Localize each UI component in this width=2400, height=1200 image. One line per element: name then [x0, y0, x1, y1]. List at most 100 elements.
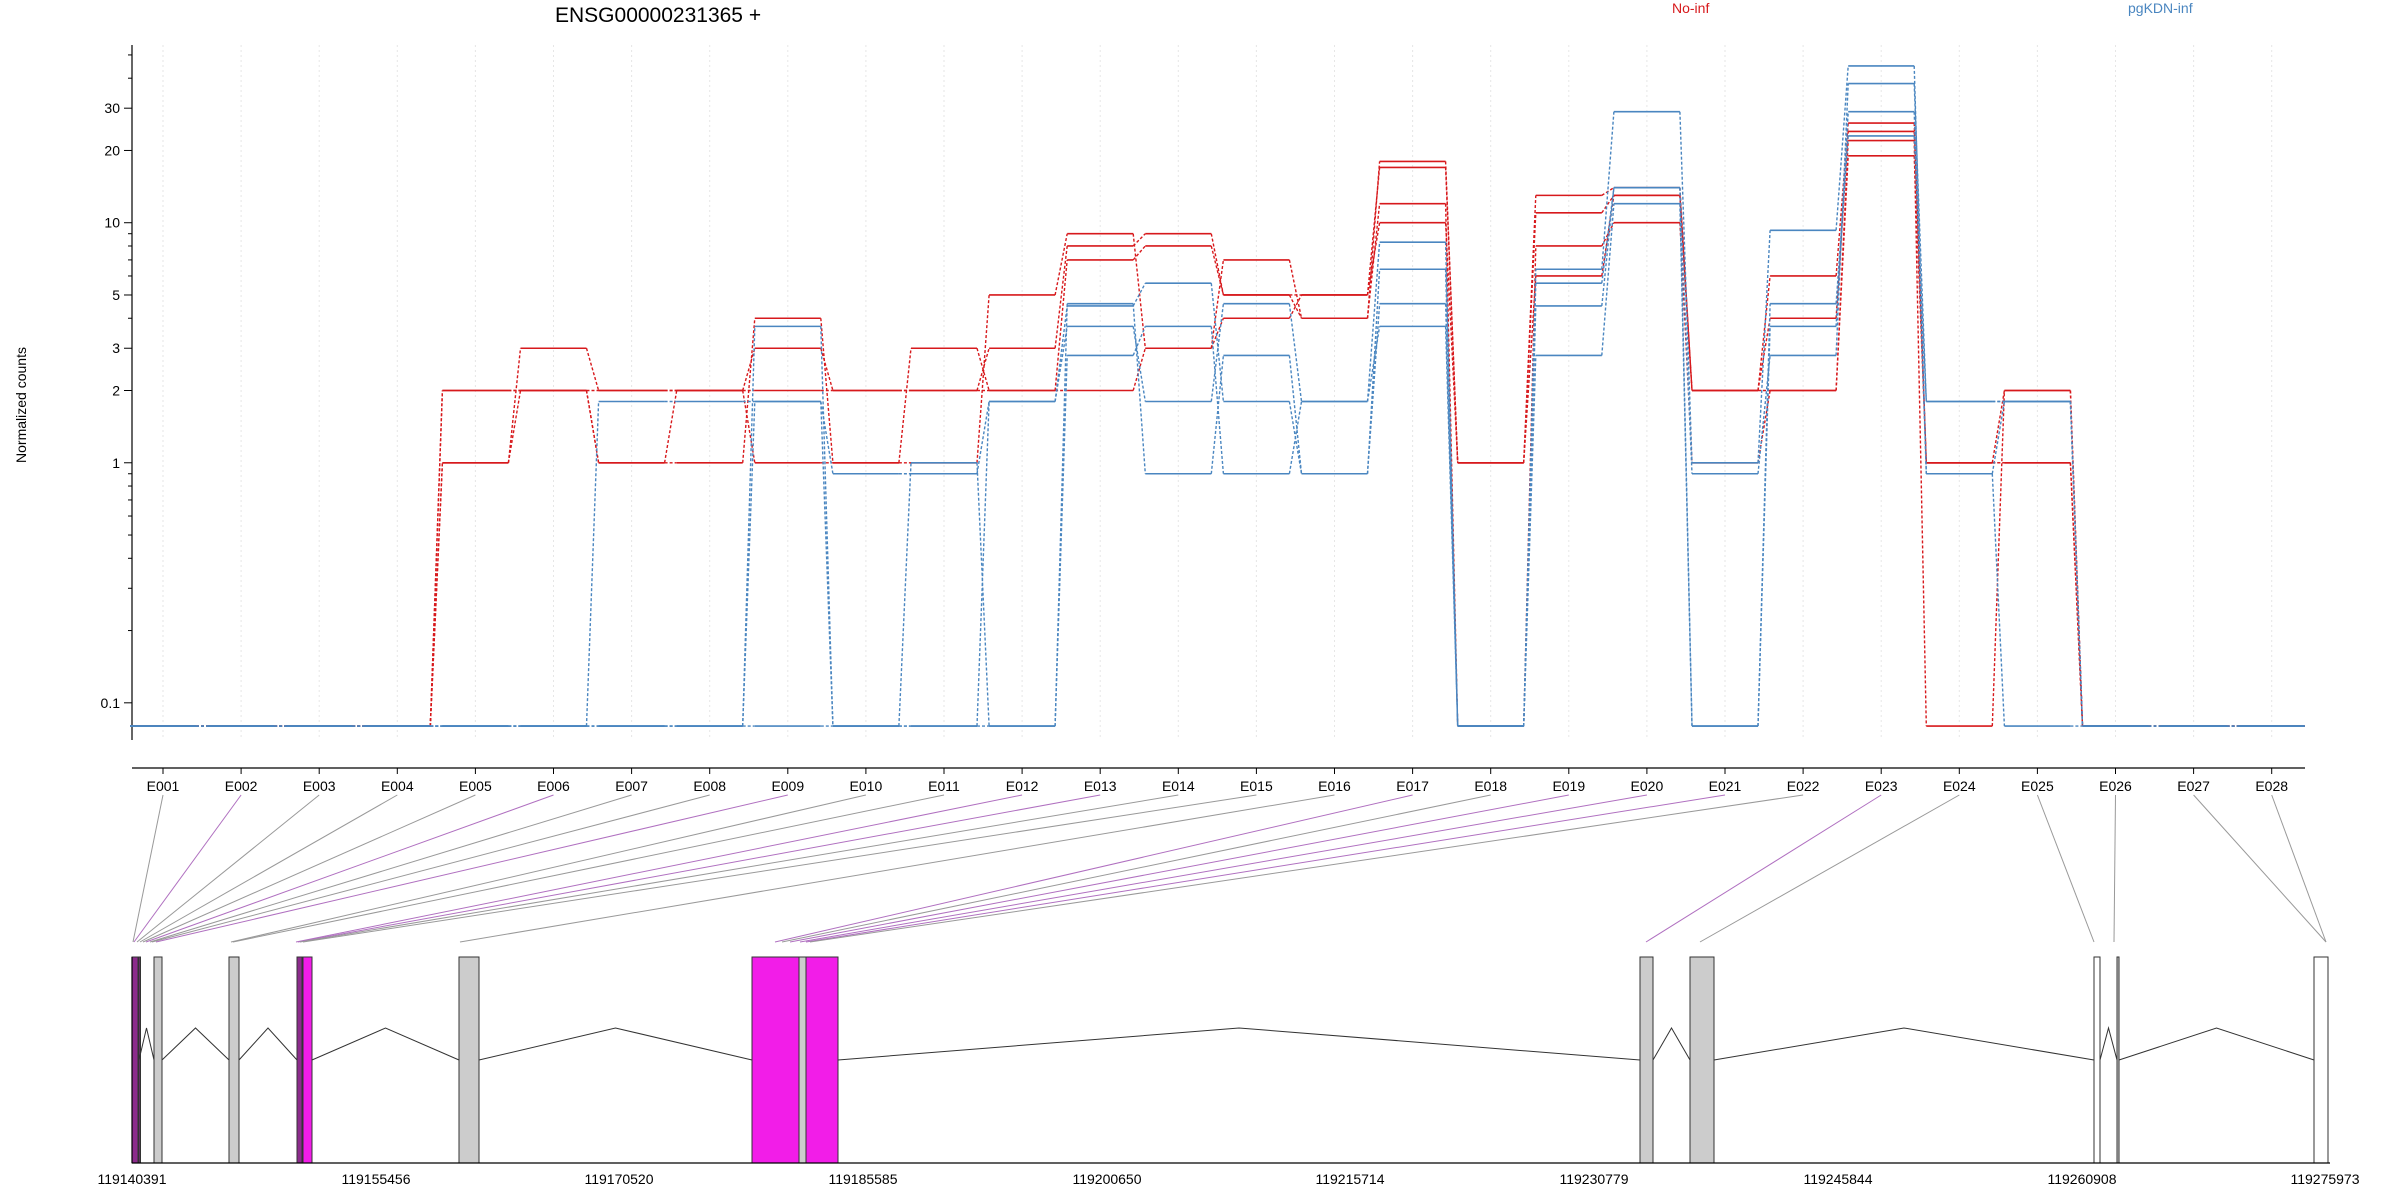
intron-line [138, 1027, 155, 1061]
intron-line [1713, 1027, 2095, 1061]
exon-block [458, 956, 480, 1164]
intron-line [238, 1027, 298, 1061]
series-transition [898, 348, 912, 463]
connector-e020 [799, 794, 1647, 943]
series-transition [1054, 245, 1068, 349]
series-transition [1991, 401, 2006, 474]
exon-block [798, 956, 807, 1164]
series-transition [1132, 233, 1146, 349]
x-tick-label-e027: E027 [2177, 778, 2210, 794]
connector-e015 [302, 794, 1257, 943]
series-transition [1288, 303, 1303, 402]
x-tick-label-e015: E015 [1240, 778, 1273, 794]
exon-block [302, 956, 313, 1164]
x-tick-label-e013: E013 [1084, 778, 1117, 794]
series-transition [1366, 222, 1381, 296]
connector-e023 [1645, 794, 1882, 943]
series-transition [1288, 259, 1303, 319]
x-tick-label-e017: E017 [1396, 778, 1429, 794]
series-layer [130, 65, 2305, 727]
y-tick-label: 30 [104, 100, 120, 116]
series-transition [1757, 318, 1771, 391]
series-transition [976, 348, 990, 391]
x-tick-label-e008: E008 [693, 778, 726, 794]
series-transition [1132, 303, 1146, 474]
legend-no-inf: No-inf [1672, 0, 1709, 16]
series-transition [1210, 233, 1225, 296]
x-tick-label-e026: E026 [2099, 778, 2132, 794]
series-transition [1757, 230, 1771, 463]
series-transition [1523, 275, 1537, 463]
intron-line [311, 1027, 460, 1061]
series-no-inf-0 [130, 122, 2305, 727]
series-transition [1054, 233, 1068, 296]
series-transition [1757, 303, 1771, 727]
x-tick-label-e020: E020 [1631, 778, 1664, 794]
series-transition [1835, 65, 1849, 231]
series-transition [1366, 269, 1381, 474]
intron-line [1652, 1027, 1691, 1061]
connector-e002 [133, 794, 242, 943]
series-transition [429, 390, 444, 727]
genome-coordinate-label: 119215714 [1315, 1171, 1384, 1187]
genome-coordinate-label: 119140391 [97, 1171, 166, 1187]
x-tick-label-e002: E002 [225, 778, 258, 794]
y-tick-label: 2 [112, 383, 120, 399]
genome-coordinate-label: 119230779 [1559, 1171, 1628, 1187]
series-transition [507, 348, 522, 463]
y-tick-label: 0.1 [101, 695, 121, 711]
genome-coordinate-label: 119185585 [828, 1171, 897, 1187]
connector-e009 [155, 794, 788, 943]
x-tick-label-e014: E014 [1162, 778, 1195, 794]
series-transition [1601, 203, 1615, 356]
exon-block [805, 956, 839, 1164]
connector-e019 [789, 794, 1569, 943]
series-transition [1913, 123, 1927, 463]
y-tick-label: 10 [104, 215, 120, 231]
series-transition [1366, 326, 1381, 402]
connector-e013 [297, 794, 1101, 943]
series-transition [1444, 222, 1459, 463]
series-transition [429, 462, 444, 727]
y-axis-label: Normalized counts [13, 347, 29, 463]
x-tick-label-e019: E019 [1552, 778, 1585, 794]
series-transition [1991, 473, 2006, 727]
genome-coordinate-label: 119155456 [341, 1171, 410, 1187]
x-tick-label-e023: E023 [1865, 778, 1898, 794]
exon-block [2093, 956, 2101, 1164]
intron-line [161, 1027, 230, 1061]
series-transition [1757, 390, 1771, 463]
series-pgkdn-inf-5 [130, 65, 2305, 727]
series-transition [1601, 187, 1615, 284]
connector-e027 [2193, 794, 2327, 943]
x-tick-label-e022: E022 [1787, 778, 1820, 794]
exon-block [2116, 956, 2120, 1164]
x-tick-label-e010: E010 [850, 778, 883, 794]
series-transition [2069, 462, 2084, 727]
x-tick-label-e024: E024 [1943, 778, 1976, 794]
series-pgkdn-inf-7 [130, 135, 2305, 727]
series-transition [976, 401, 990, 727]
series-transition [1679, 187, 1693, 474]
exon-block [131, 956, 139, 1164]
series-transition [1054, 259, 1068, 391]
exon-block [153, 956, 163, 1164]
y-tick-label: 1 [112, 455, 120, 471]
gene-model-track: 119140391 119155456 119170520 119185585 1192… [97, 956, 2360, 1187]
x-tick-label-e016: E016 [1318, 778, 1351, 794]
x-tick-label-e018: E018 [1474, 778, 1507, 794]
connector-e022 [809, 794, 1804, 943]
x-tick-label-e003: E003 [303, 778, 336, 794]
series-transition [1132, 326, 1146, 356]
genome-coordinate-label: 119275973 [2290, 1171, 2359, 1187]
series-transition [663, 390, 678, 463]
genome-coordinate-label: 119200650 [1072, 1171, 1141, 1187]
x-tick-label-e028: E028 [2255, 778, 2288, 794]
series-transition [820, 318, 834, 463]
exon-block [228, 956, 240, 1164]
exon-connector-lines [132, 794, 2327, 943]
series-transition [1366, 242, 1381, 402]
series-transition [1991, 390, 2006, 463]
series-no-inf-1 [130, 130, 2305, 727]
series-transition [1601, 111, 1615, 270]
